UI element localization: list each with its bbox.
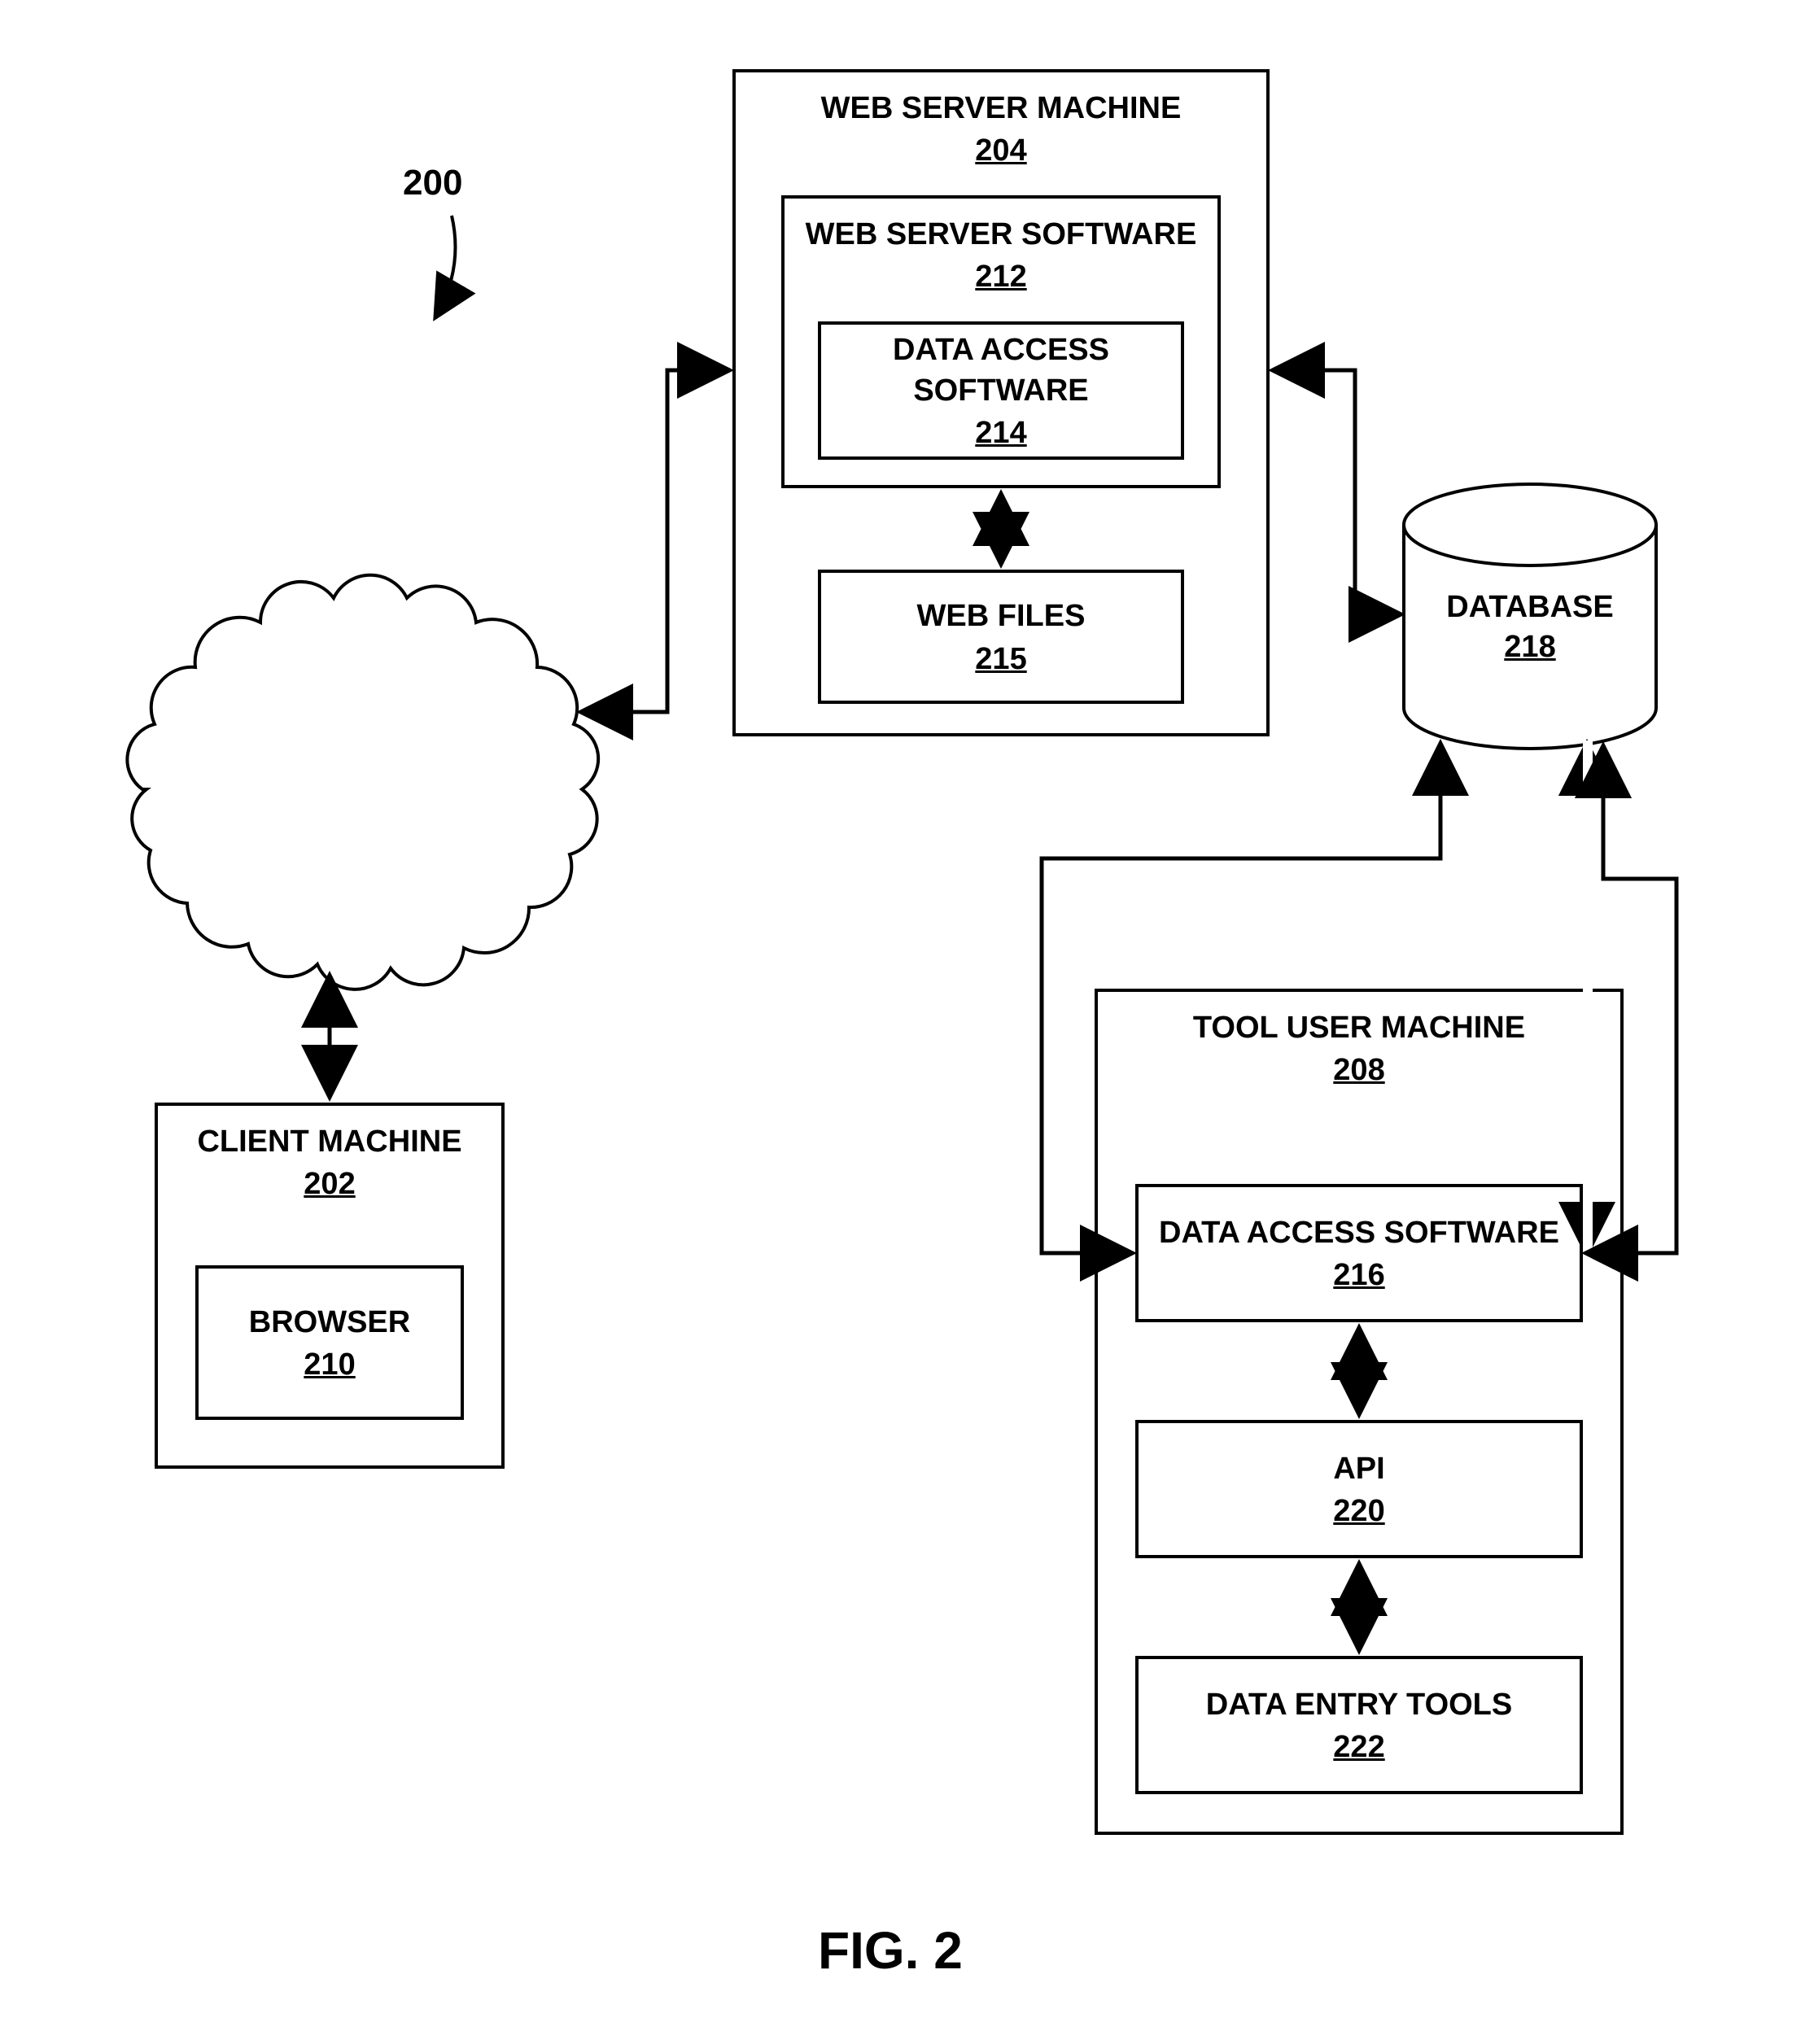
internet-ref: 206 (236, 784, 448, 819)
internet-label: INTERNET (236, 745, 448, 780)
web-files-ref: 215 (975, 642, 1026, 677)
internet-text: INTERNET 206 (236, 745, 448, 819)
browser-box: BROWSER 210 (195, 1265, 464, 1420)
arrow-webserver-db (1274, 370, 1400, 614)
web-server-software-label: WEB SERVER SOFTWARE (806, 215, 1197, 255)
web-files-label: WEB FILES (917, 596, 1086, 636)
data-access-sw-1-label: DATA ACCESS SOFTWARE (821, 330, 1181, 411)
tool-user-machine-label: TOOL USER MACHINE (1193, 1008, 1525, 1048)
data-access-sw-1-ref: 214 (975, 416, 1026, 451)
api-ref: 220 (1333, 1494, 1384, 1529)
figure-label: FIG. 2 (818, 1920, 963, 1981)
data-access-sw-2-label: DATA ACCESS SOFTWARE (1159, 1213, 1559, 1253)
data-access-sw-2-ref: 216 (1333, 1258, 1384, 1293)
system-ref-text: 200 (403, 163, 462, 203)
data-access-sw-2-box: DATA ACCESS SOFTWARE 216 (1135, 1184, 1583, 1322)
data-access-sw-1-box: DATA ACCESS SOFTWARE 214 (818, 321, 1184, 460)
api-box: API 220 (1135, 1420, 1583, 1558)
web-server-machine-label: WEB SERVER MACHINE (821, 89, 1182, 129)
tool-user-machine-ref: 208 (1333, 1053, 1384, 1088)
browser-label: BROWSER (249, 1303, 410, 1343)
data-entry-tools-box: DATA ENTRY TOOLS 222 (1135, 1656, 1583, 1794)
arrow-internet-webserver (582, 370, 728, 712)
client-machine-label: CLIENT MACHINE (197, 1122, 461, 1162)
api-label: API (1333, 1449, 1384, 1489)
data-entry-tools-label: DATA ENTRY TOOLS (1206, 1685, 1513, 1725)
web-server-software-ref: 212 (975, 260, 1026, 295)
figure-label-text: FIG. 2 (818, 1921, 963, 1980)
database-text: DATABASE 218 (1432, 590, 1628, 665)
client-machine-ref: 202 (304, 1167, 355, 1202)
web-files-box: WEB FILES 215 (818, 570, 1184, 704)
database-label: DATABASE (1432, 590, 1628, 625)
data-entry-tools-ref: 222 (1333, 1730, 1384, 1765)
system-ref: 200 (403, 163, 462, 203)
database-ref: 218 (1432, 630, 1628, 665)
browser-ref: 210 (304, 1347, 355, 1382)
web-server-machine-ref: 204 (975, 133, 1026, 168)
